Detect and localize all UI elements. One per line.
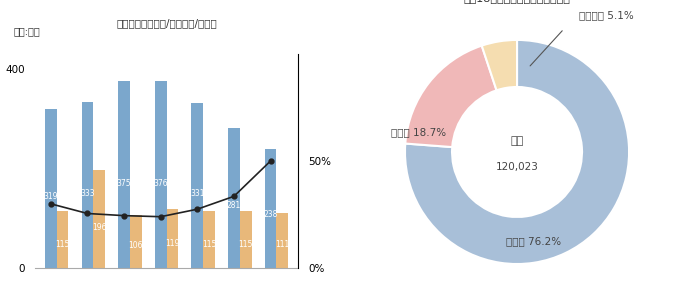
Text: 115: 115: [202, 240, 217, 249]
Bar: [45, 109, 57, 268]
Text: 106: 106: [128, 241, 143, 251]
Text: 忍込み 18.7%: 忍込み 18.7%: [391, 127, 446, 137]
Text: 空き巣 76.2%: 空き巣 76.2%: [507, 237, 561, 247]
Wedge shape: [405, 46, 497, 147]
Bar: [264, 149, 276, 268]
Bar: [192, 103, 203, 268]
Bar: [155, 80, 167, 268]
Text: 196: 196: [92, 223, 106, 232]
Text: 居空き　 5.1%: 居空き 5.1%: [579, 10, 634, 20]
Bar: [130, 215, 142, 268]
Bar: [167, 209, 178, 268]
Title: 侵入犯罪認知件数/検挙件数/検挙率: 侵入犯罪認知件数/検挙件数/検挙率: [116, 18, 217, 28]
Text: 111: 111: [276, 240, 289, 249]
Bar: [93, 170, 105, 268]
Bar: [118, 81, 130, 268]
Bar: [57, 211, 69, 268]
Text: 333: 333: [80, 189, 95, 198]
Text: 119: 119: [165, 239, 180, 248]
Text: 単位:千件: 単位:千件: [14, 26, 40, 36]
Text: 120,023: 120,023: [496, 162, 539, 172]
Text: 115: 115: [239, 240, 253, 249]
Bar: [240, 211, 251, 268]
Text: 115: 115: [56, 240, 69, 249]
Bar: [276, 213, 288, 268]
Title: 平成18年　侵入窃盗の手口別割合: 平成18年 侵入窃盗の手口別割合: [464, 0, 570, 3]
Text: 281: 281: [227, 201, 241, 209]
Text: 375: 375: [117, 179, 131, 189]
Wedge shape: [482, 40, 517, 90]
Text: 319: 319: [44, 192, 58, 201]
Bar: [228, 128, 240, 268]
Bar: [203, 211, 215, 268]
Text: 331: 331: [190, 189, 205, 198]
Wedge shape: [405, 40, 629, 264]
Text: 総数: 総数: [510, 136, 524, 146]
Text: 238: 238: [264, 210, 278, 219]
Text: 376: 376: [153, 179, 168, 188]
Bar: [82, 102, 93, 268]
